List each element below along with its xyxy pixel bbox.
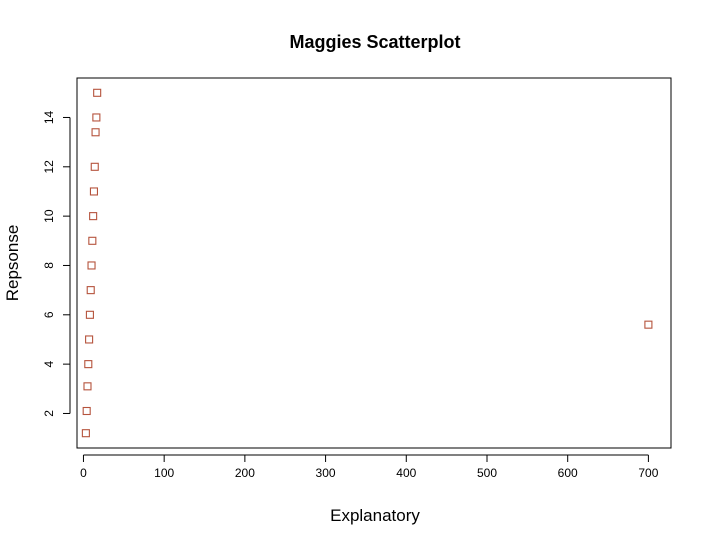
- data-point: [644, 320, 653, 329]
- x-axis: 0 100 200 300 400 500 600 700: [80, 454, 659, 480]
- data-point: [92, 113, 101, 122]
- y-tick-label: 2: [42, 410, 56, 417]
- x-axis-label: Explanatory: [330, 506, 420, 525]
- x-tick-label: 200: [235, 466, 255, 480]
- x-tick-label: 500: [477, 466, 497, 480]
- x-tick-label: 300: [316, 466, 336, 480]
- y-tick-label: 8: [42, 262, 56, 269]
- data-point: [93, 88, 102, 97]
- plot-frame: [76, 77, 672, 449]
- chart-title: Maggies Scatterplot: [289, 32, 460, 52]
- y-tick-label: 14: [42, 110, 56, 124]
- data-point: [82, 406, 91, 416]
- data-point: [89, 187, 98, 196]
- y-axis: 2 4 6 8 10 12 14: [42, 110, 71, 417]
- data-point: [90, 162, 99, 171]
- data-point: [91, 128, 100, 137]
- data-point: [87, 261, 96, 270]
- data-point: [85, 335, 94, 344]
- data-point: [88, 236, 97, 245]
- x-tick-label: 100: [154, 466, 174, 480]
- y-tick-label: 12: [42, 160, 56, 174]
- data-point: [85, 310, 94, 319]
- y-tick-label: 10: [42, 209, 56, 223]
- data-point: [86, 286, 95, 295]
- y-tick-label: 4: [42, 360, 56, 367]
- y-axis-label: Repsonse: [3, 225, 22, 302]
- x-tick-label: 0: [80, 466, 87, 480]
- data-point: [84, 360, 93, 369]
- y-tick-label: 6: [42, 311, 56, 318]
- x-tick-label: 400: [396, 466, 416, 480]
- data-point: [83, 382, 92, 391]
- x-tick-label: 600: [558, 466, 578, 480]
- x-tick-label: 700: [638, 466, 658, 480]
- data-point: [81, 429, 90, 438]
- data-point: [89, 212, 98, 221]
- data-points: [81, 88, 653, 438]
